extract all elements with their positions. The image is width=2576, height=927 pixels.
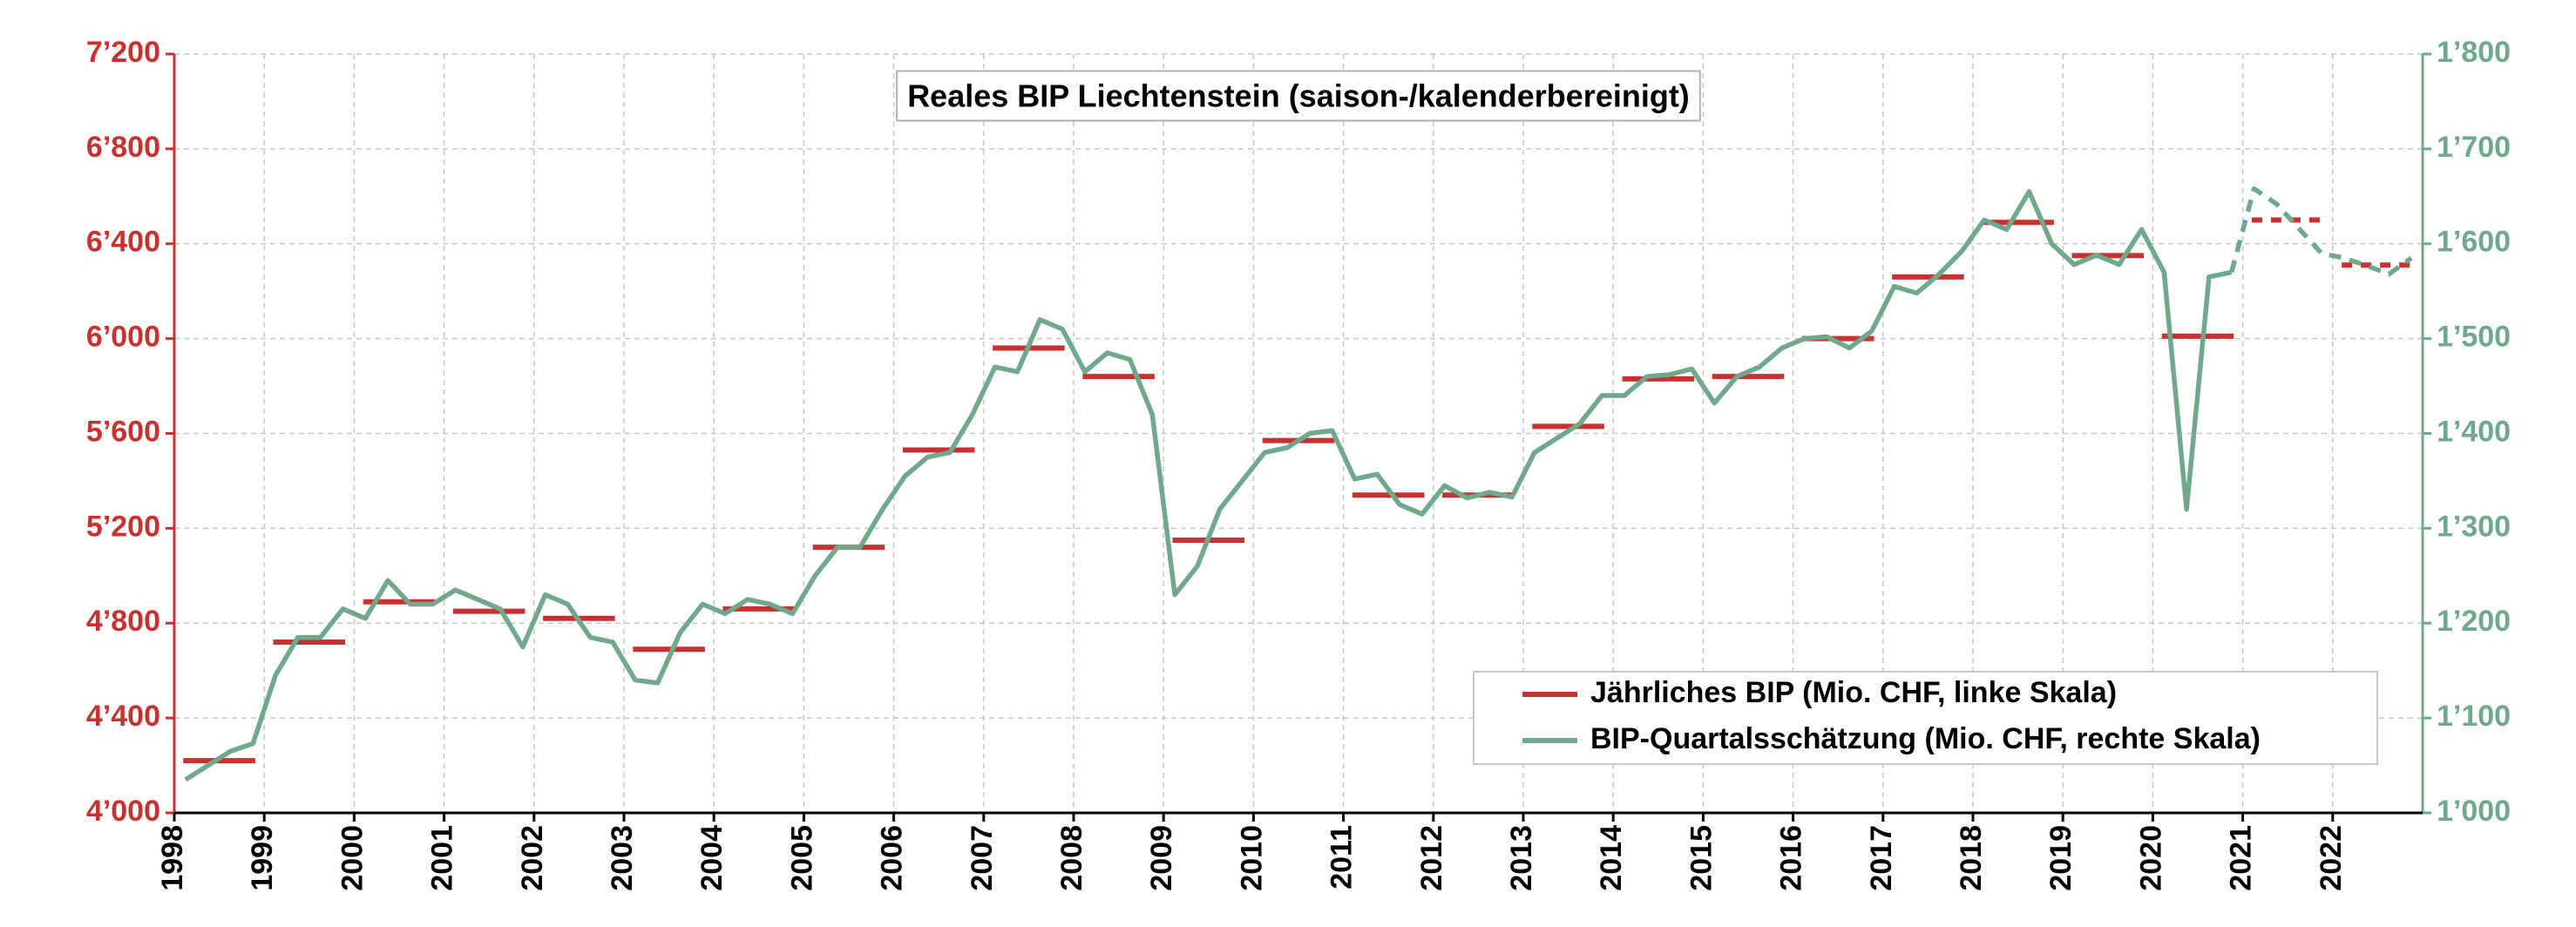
y2-tick-label: 1’600 xyxy=(2437,226,2511,259)
y-tick-label: 4’400 xyxy=(86,700,160,733)
y-tick-label: 5’200 xyxy=(86,510,160,543)
x-tick-label: 2010 xyxy=(1235,825,1268,891)
y2-tick-label: 1’200 xyxy=(2437,605,2511,638)
chart-title: Reales BIP Liechtenstein (saison-/kalend… xyxy=(907,78,1690,114)
x-tick-label: 1999 xyxy=(246,825,279,891)
x-tick-label: 2009 xyxy=(1145,825,1178,891)
x-tick-label: 2006 xyxy=(876,825,909,891)
grid xyxy=(174,53,2423,814)
y2-tick-label: 1’000 xyxy=(2437,795,2511,828)
x-tick-label: 1998 xyxy=(156,825,189,891)
y-tick-label: 6’800 xyxy=(86,131,160,164)
x-tick-label: 2004 xyxy=(695,825,729,891)
x-tick-label: 2022 xyxy=(2315,825,2348,891)
x-tick-label: 2019 xyxy=(2044,825,2078,891)
x-tick-label: 2003 xyxy=(606,825,639,891)
x-tick-label: 2020 xyxy=(2134,825,2167,891)
legend-frame xyxy=(1473,671,2378,765)
x-tick-label: 2007 xyxy=(966,825,999,891)
y-tick-label: 6’000 xyxy=(86,321,160,354)
y-tick-label: 6’400 xyxy=(86,226,160,259)
y2-tick-label: 1’800 xyxy=(2437,36,2511,69)
x-tick-label: 2005 xyxy=(785,825,818,891)
y-tick-label: 7’200 xyxy=(86,36,160,69)
legend-label: Jährliches BIP (Mio. CHF, linke Skala) xyxy=(1590,676,2117,709)
y-tick-label: 4’000 xyxy=(86,795,160,828)
x-tick-label: 2001 xyxy=(426,825,459,891)
plot-area xyxy=(183,186,2414,782)
x-tick-label: 2011 xyxy=(1325,825,1359,890)
x-tick-label: 2021 xyxy=(2225,825,2258,891)
legend-label: BIP-Quartalsschätzung (Mio. CHF, rechte … xyxy=(1590,722,2261,755)
x-tick-label: 2008 xyxy=(1055,825,1088,891)
y2-tick-label: 1’400 xyxy=(2437,415,2511,448)
quarterly-line xyxy=(184,189,2233,782)
x-tick-label: 2017 xyxy=(1865,825,1898,891)
x-tick-label: 2002 xyxy=(516,825,549,891)
x-tick-label: 2000 xyxy=(336,825,369,891)
y-tick-label: 5’600 xyxy=(86,415,160,448)
title-box: Reales BIP Liechtenstein (saison-/kalend… xyxy=(896,70,1701,122)
y-tick-label: 4’800 xyxy=(86,605,160,638)
x-tick-label: 2016 xyxy=(1775,825,1808,891)
axes: 4’000 4’400 4’800 5’200 5’600 6’000 6’400 6’800… xyxy=(86,36,2511,891)
x-tick-label: 2015 xyxy=(1685,825,1718,891)
quarterly-line-estimate xyxy=(2229,186,2413,277)
x-tick-label: 2012 xyxy=(1415,825,1448,891)
x-tick-label: 2013 xyxy=(1505,825,1538,891)
title-frame xyxy=(896,70,1701,122)
x-tick-label: 2018 xyxy=(1955,825,1988,891)
legend: Jährliches BIP (Mio. CHF, linke Skala) BI… xyxy=(1473,671,2378,765)
y2-tick-label: 1’300 xyxy=(2437,510,2511,543)
y2-tick-label: 1’100 xyxy=(2437,700,2511,733)
x-tick-label: 2014 xyxy=(1595,825,1628,891)
y2-tick-label: 1’700 xyxy=(2437,131,2511,164)
y2-tick-label: 1’500 xyxy=(2437,321,2511,354)
